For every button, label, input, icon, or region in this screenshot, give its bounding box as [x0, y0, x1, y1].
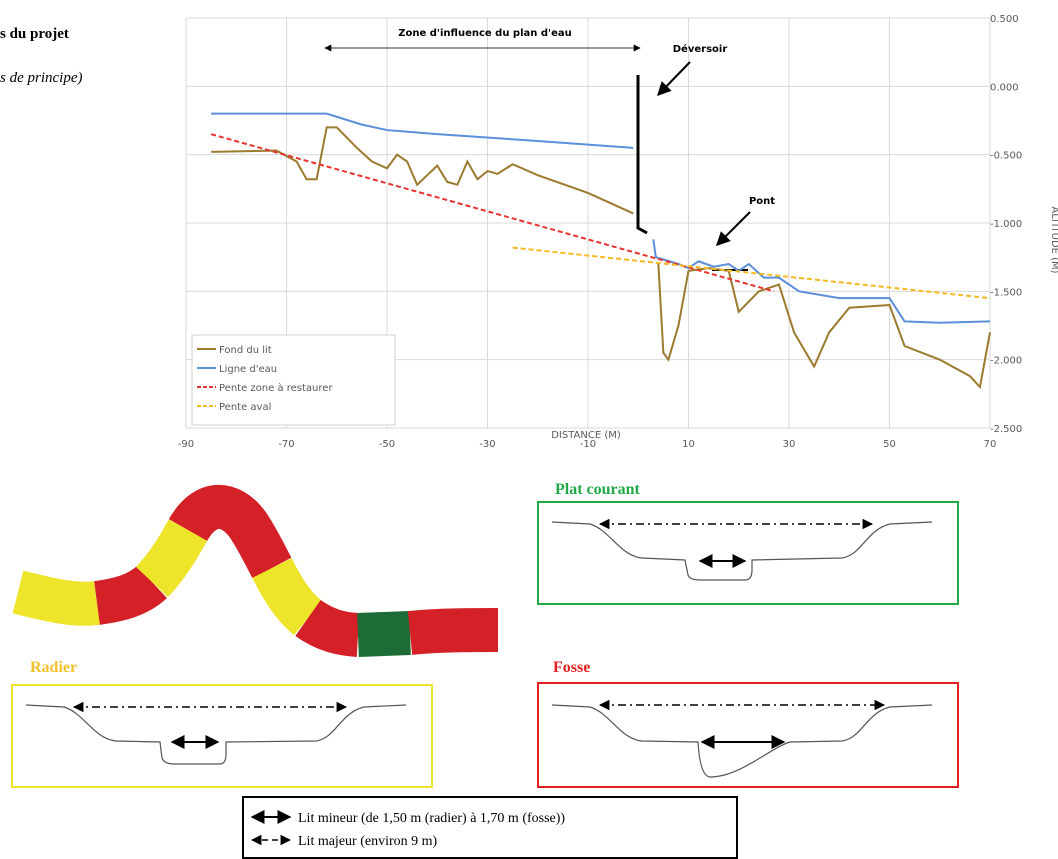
- series-line: [211, 126, 991, 390]
- legend-entry: Lit mineur (de 1,50 m (radier) à 1,70 m …: [298, 811, 565, 826]
- y-tick-label: -2.000: [990, 356, 1022, 367]
- x-axis-label: DISTANCE (M): [551, 430, 621, 441]
- header-subtitle: s de principe): [0, 70, 82, 86]
- x-tick-label: 30: [783, 439, 796, 450]
- x-tick-label: 10: [682, 439, 695, 450]
- width-arrows: [72, 518, 886, 749]
- annotation: Pont: [749, 196, 775, 207]
- x-tick-label: -50: [379, 439, 395, 450]
- diagram-legend: Lit mineur (de 1,50 m (radier) à 1,70 m …: [242, 796, 738, 859]
- legend-entry: Fond du lit: [219, 345, 272, 356]
- x-tick-label: -10: [580, 439, 596, 450]
- y-tick-label: 0.000: [990, 82, 1019, 93]
- annotation: Déversoir: [673, 43, 728, 55]
- section-label: Radier: [30, 659, 77, 676]
- x-tick-label: -70: [278, 439, 294, 450]
- y-tick-label: 0.500: [990, 14, 1019, 25]
- annotation-arrow: [657, 61, 691, 97]
- section-label: Fosse: [553, 659, 590, 676]
- legend-entry: Pente zone à restaurer: [219, 382, 333, 394]
- legend: Fond du lit Ligne d'eau Pente zone à resta…: [191, 334, 396, 426]
- y-tick-label: -1.500: [990, 287, 1022, 298]
- header-title: s du projet: [0, 26, 69, 42]
- legend-entry: Lit majeur (environ 9 m): [298, 834, 438, 849]
- y-axis-label: ALTITUDE (M): [1049, 206, 1058, 273]
- x-tick-label: 50: [883, 439, 896, 450]
- legend-entry: Pente aval: [219, 402, 271, 413]
- annotation: Zone d'influence du plan d'eau: [398, 28, 571, 39]
- legend-entry: Ligne d'eau: [219, 364, 277, 375]
- x-tick-label: 70: [984, 439, 997, 450]
- annotation-arrow: [716, 211, 751, 246]
- series-line: [210, 133, 775, 293]
- y-tick-label: -1.000: [990, 219, 1022, 230]
- deversoir: [636, 75, 648, 235]
- series-line: [512, 246, 991, 300]
- legend-box: [191, 334, 396, 426]
- y-tick-label: -2.500: [990, 424, 1022, 435]
- chart: -90 -70 -50 -30 -10 10 30 50 70 0.500 0.000 -0.500 -…: [178, 14, 1058, 450]
- cross-sections: [25, 521, 933, 778]
- section-boxes: [11, 501, 959, 788]
- section-label: Plat courant: [555, 481, 641, 498]
- x-tick-label: -90: [178, 439, 194, 450]
- y-tick-label: -0.500: [990, 151, 1022, 162]
- x-tick-label: -30: [479, 439, 495, 450]
- river-plan: [12, 484, 499, 657]
